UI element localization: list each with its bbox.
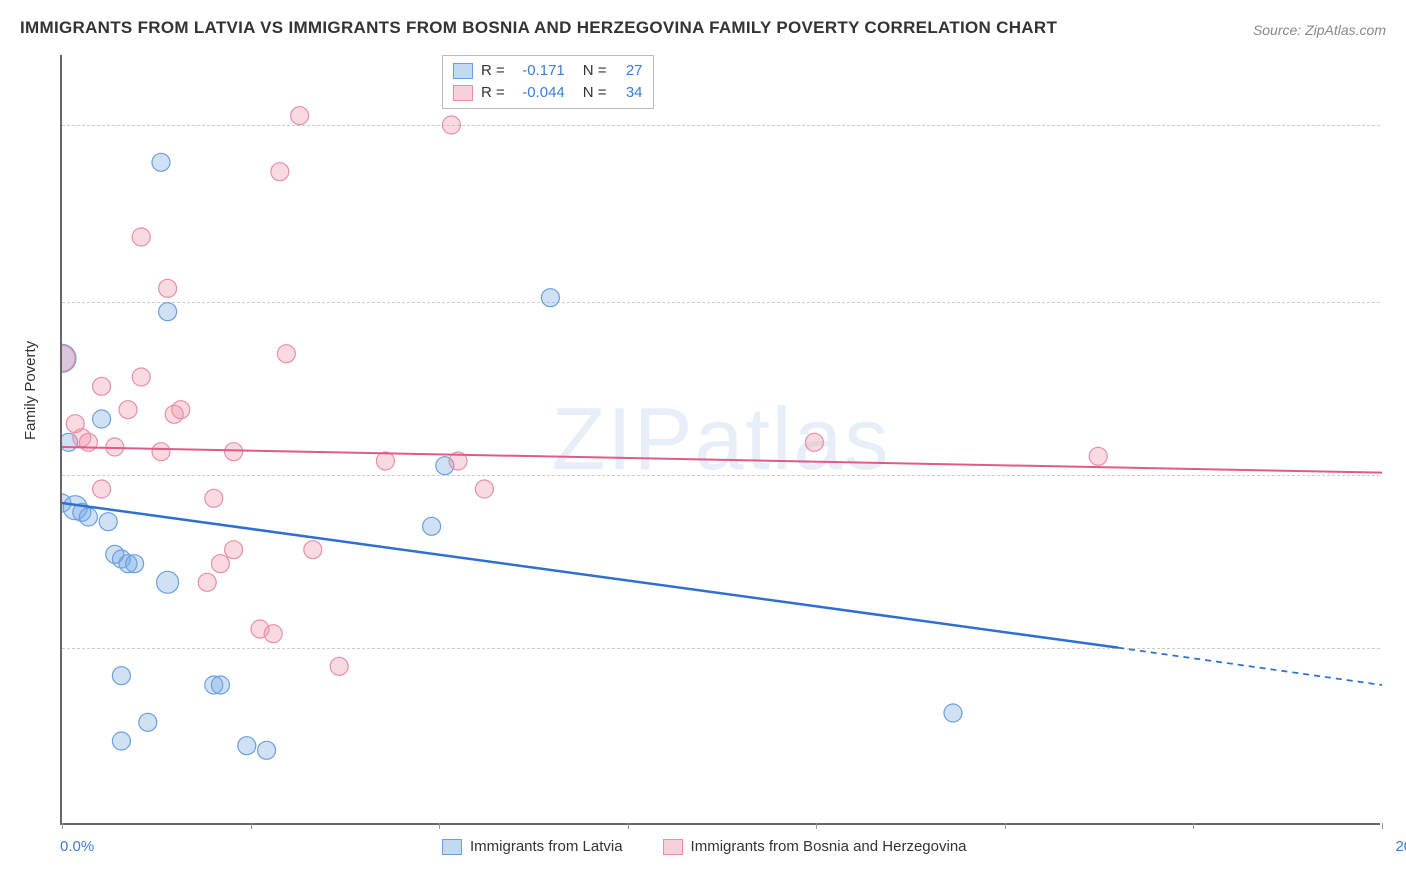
scatter-point-bosnia: [805, 433, 823, 451]
scatter-point-bosnia: [132, 368, 150, 386]
scatter-point-bosnia: [132, 228, 150, 246]
n-label: N =: [583, 60, 607, 82]
scatter-point-latvia: [258, 741, 276, 759]
scatter-point-bosnia: [277, 345, 295, 363]
chart-area: ZIPatlas 3.8%7.5%11.2%15.0% 0.0% 20.0% R…: [60, 55, 1380, 825]
y-tick-label: 7.5%: [1390, 467, 1406, 484]
scatter-svg: [62, 55, 1382, 825]
scatter-point-latvia: [423, 517, 441, 535]
scatter-point-latvia: [99, 513, 117, 531]
scatter-point-bosnia: [93, 480, 111, 498]
correlation-legend-row: R = -0.171 N = 27: [453, 60, 643, 82]
correlation-legend: R = -0.171 N = 27 R = -0.044 N = 34: [442, 55, 654, 109]
scatter-point-latvia: [139, 713, 157, 731]
legend-label-latvia: Immigrants from Latvia: [470, 838, 623, 855]
scatter-point-bosnia: [225, 541, 243, 559]
scatter-point-latvia: [126, 555, 144, 573]
swatch-bosnia: [663, 839, 683, 855]
swatch-bosnia: [453, 85, 473, 101]
scatter-point-bosnia: [205, 489, 223, 507]
r-value-latvia: -0.171: [513, 60, 565, 82]
legend-label-bosnia: Immigrants from Bosnia and Herzegovina: [691, 838, 967, 855]
scatter-point-bosnia: [225, 443, 243, 461]
scatter-point-bosnia: [291, 107, 309, 125]
scatter-point-bosnia: [475, 480, 493, 498]
scatter-point-bosnia: [93, 377, 111, 395]
scatter-point-latvia: [238, 737, 256, 755]
y-tick-label: 11.2%: [1390, 294, 1406, 311]
scatter-point-latvia: [79, 508, 97, 526]
scatter-point-bosnia: [119, 401, 137, 419]
scatter-point-latvia: [157, 571, 179, 593]
correlation-legend-row: R = -0.044 N = 34: [453, 82, 643, 104]
swatch-latvia: [442, 839, 462, 855]
x-axis-min-label: 0.0%: [60, 838, 94, 855]
scatter-point-bosnia: [376, 452, 394, 470]
plot-frame: ZIPatlas 3.8%7.5%11.2%15.0% 0.0% 20.0% R…: [60, 55, 1380, 825]
y-tick-label: 3.8%: [1390, 639, 1406, 656]
chart-title: IMMIGRANTS FROM LATVIA VS IMMIGRANTS FRO…: [20, 18, 1057, 38]
x-tick: [1382, 823, 1383, 829]
scatter-point-bosnia: [442, 116, 460, 134]
n-value-latvia: 27: [615, 60, 643, 82]
scatter-point-latvia: [541, 289, 559, 307]
scatter-point-bosnia: [211, 555, 229, 573]
legend-item-latvia: Immigrants from Latvia: [442, 838, 623, 855]
scatter-point-latvia: [944, 704, 962, 722]
r-label: R =: [481, 82, 505, 104]
y-tick-label: 15.0%: [1390, 117, 1406, 134]
n-value-bosnia: 34: [615, 82, 643, 104]
scatter-point-latvia: [159, 303, 177, 321]
scatter-point-bosnia: [330, 657, 348, 675]
scatter-point-bosnia: [159, 279, 177, 297]
scatter-point-bosnia: [271, 163, 289, 181]
scatter-point-bosnia: [152, 443, 170, 461]
scatter-point-latvia: [93, 410, 111, 428]
legend-item-bosnia: Immigrants from Bosnia and Herzegovina: [663, 838, 967, 855]
scatter-point-bosnia: [1089, 447, 1107, 465]
series-legend: Immigrants from Latvia Immigrants from B…: [442, 838, 967, 855]
scatter-point-latvia: [152, 153, 170, 171]
scatter-point-latvia: [211, 676, 229, 694]
n-label: N =: [583, 82, 607, 104]
y-axis-label: Family Poverty: [22, 341, 39, 440]
regression-line-tail-latvia: [1118, 648, 1382, 685]
scatter-point-latvia: [112, 732, 130, 750]
r-value-bosnia: -0.044: [513, 82, 565, 104]
scatter-point-bosnia: [172, 401, 190, 419]
scatter-point-bosnia: [198, 573, 216, 591]
regression-line-bosnia: [62, 447, 1382, 473]
regression-line-latvia: [62, 503, 1118, 648]
r-label: R =: [481, 60, 505, 82]
x-axis-max-label: 20.0%: [1395, 838, 1406, 855]
scatter-point-bosnia: [304, 541, 322, 559]
scatter-point-bosnia: [264, 625, 282, 643]
swatch-latvia: [453, 63, 473, 79]
source-attribution: Source: ZipAtlas.com: [1253, 22, 1386, 38]
scatter-point-latvia: [112, 667, 130, 685]
